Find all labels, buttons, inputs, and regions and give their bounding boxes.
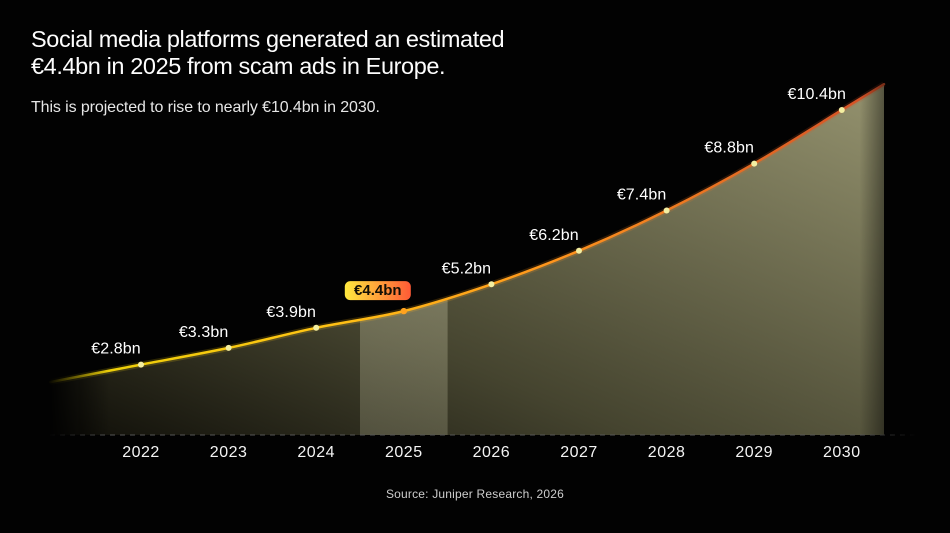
value-label-2023: €3.3bn — [179, 324, 229, 341]
highlight-band-2025 — [360, 84, 448, 435]
data-point-2025 — [400, 307, 407, 315]
data-point-2028 — [663, 207, 670, 214]
axis-label-2022: 2022 — [122, 444, 160, 461]
chart-title: Social media platforms generated an esti… — [31, 26, 505, 80]
value-label-2027: €6.2bn — [529, 227, 579, 244]
chart-title-line-1: Social media platforms generated an esti… — [31, 26, 505, 52]
axis-label-2024: 2024 — [297, 444, 335, 461]
data-point-2023 — [225, 344, 232, 351]
chart-subtitle: This is projected to rise to nearly €10.… — [31, 99, 380, 116]
axis-label-2023: 2023 — [210, 444, 248, 461]
axis-label-2026: 2026 — [473, 444, 511, 461]
axis-label-2027: 2027 — [560, 444, 598, 461]
area-fill — [50, 84, 884, 435]
data-point-2027 — [576, 247, 582, 254]
highlight-badge — [344, 281, 411, 301]
axis-label-2029: 2029 — [735, 444, 773, 461]
axis-label-2030: 2030 — [823, 444, 861, 461]
data-point-2024 — [313, 324, 320, 331]
source-attribution: Source: Juniper Research, 2026 — [385, 487, 565, 501]
value-label-2030: €10.4bn — [788, 86, 847, 103]
value-label-2026: €5.2bn — [442, 260, 492, 277]
chart-header: Social media platforms generated an esti… — [31, 26, 505, 117]
data-point-2029 — [751, 160, 758, 167]
value-label-2029: €8.8bn — [704, 140, 754, 157]
value-label-2024: €3.9bn — [266, 304, 316, 321]
value-label-2022: €2.8bn — [91, 341, 141, 358]
highlight-badge-label: €4.4bn — [354, 282, 402, 299]
data-point-2026 — [488, 281, 495, 288]
axis-label-2028: 2028 — [648, 444, 686, 461]
data-point-2022 — [138, 361, 144, 368]
axis-label-2025: 2025 — [385, 444, 423, 461]
value-label-2028: €7.4bn — [617, 187, 667, 204]
chart-title-line-2: €4.4bn in 2025 from scam ads in Europe. — [31, 53, 446, 79]
data-point-2030 — [838, 107, 845, 113]
